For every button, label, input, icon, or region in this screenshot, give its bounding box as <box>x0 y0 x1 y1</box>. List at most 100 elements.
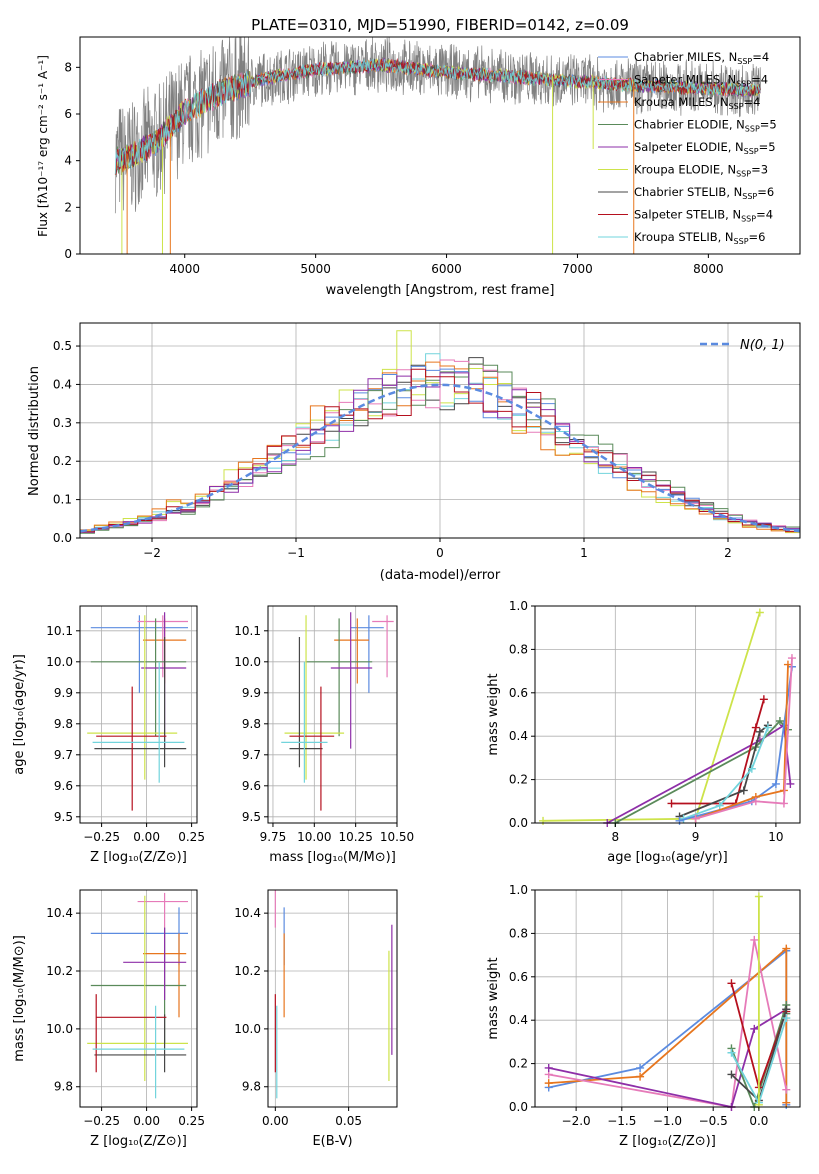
age_vs_mass-y-tick-label: 9.9 <box>242 686 261 700</box>
model-spectrum-salpeter_stelib <box>115 57 761 175</box>
mass_weight_vs_age-y-tick-label: 0.6 <box>509 686 528 700</box>
mass_vs_ebv-frame <box>267 889 398 1108</box>
residual-y-tick-label: 0.0 <box>53 531 72 545</box>
mass_weight_vs_age-marker-kroupa_stelib <box>747 764 756 773</box>
mass_vs_ebv-y-tick-label: 9.8 <box>242 1080 261 1094</box>
residual-x-tick-label: 0 <box>436 546 444 560</box>
mass_weight_vs_age-marker-salpeter_miles <box>787 654 796 663</box>
mass_vs_ebv-panel: 0.00 0.05 9.8 10.0 10.2 10.4 E(B-V) <box>234 889 398 1149</box>
mass_vs_ebv-x-tick-label: 0.00 <box>262 1114 289 1128</box>
mass_weight_vs_Z-marker-salpeter_elodie <box>544 1063 553 1072</box>
spectrum-x-tick-label: 8000 <box>693 262 724 276</box>
mass_weight_vs_age-line-chabrier_stelib <box>679 724 769 818</box>
residual-histogram-kroupa_miles <box>80 361 800 533</box>
mass_weight_vs_age-marker-salpeter_miles <box>779 799 788 808</box>
mass_weight_vs_age-y-tick-label: 0.0 <box>509 816 528 830</box>
mass_weight_vs_Z-marker-kroupa_elodie <box>754 892 763 901</box>
mass_weight_vs_Z-y-tick-label: 0.6 <box>509 970 528 984</box>
mass_weight_vs_age-marker-salpeter_stelib <box>759 695 768 704</box>
mass_vs_ebv-y-tick-label: 10.4 <box>234 906 261 920</box>
mass_weight_vs_age-marker-salpeter_stelib <box>667 799 676 808</box>
mass_weight_vs_age-y-tick-label: 1.0 <box>509 599 528 613</box>
spectrum-y-tick-label: 6 <box>64 107 72 121</box>
residual-y-label: Normed distribution <box>27 366 42 496</box>
residual-legend: N(0, 1) <box>700 338 785 353</box>
age_vs_mass-x-tick-label: 10.25 <box>338 830 372 844</box>
spectrum-panel: PLATE=0310, MJD=51990, FIBERID=0142, z=0… <box>36 16 801 298</box>
residual-y-tick-label: 0.2 <box>53 454 72 468</box>
mass_vs_Z-y-label: mass [log₁₀(M/M⊙)] <box>12 935 27 1062</box>
age_vs_Z-x-tick-label: 0.25 <box>178 830 205 844</box>
spectrum-x-tick-label: 5000 <box>300 262 331 276</box>
mass_weight_vs_Z-panel: −2.0 −1.5 −1.0 −0.5 0.0 0.0 0.2 0.4 0.6 0.8 1.0 Z [… <box>486 883 801 1149</box>
spectrum-y-label: Flux [fλ10⁻¹⁷ erg cm⁻² s⁻¹ A⁻¹] <box>36 55 50 237</box>
mass_weight_vs_age-marker-kroupa_stelib <box>763 723 772 732</box>
age_vs_Z-y-label: age [log₁₀(age/yr)] <box>12 654 27 775</box>
mass_vs_Z-x-tick-label: 0.00 <box>133 1114 160 1128</box>
mass_weight_vs_Z-x-tick-label: −2.0 <box>562 1114 591 1128</box>
age_vs_mass-y-tick-label: 9.6 <box>242 779 261 793</box>
legend-label-chabrier_miles: Chabrier MILES, NSSP=4 <box>634 50 769 66</box>
age_vs_Z-x-label: Z [log₁₀(Z/Z⊙)] <box>90 850 187 865</box>
observed-spectrum <box>114 36 761 214</box>
mass_weight_vs_age-y-tick-label: 0.4 <box>509 729 528 743</box>
residual-histogram-chabrier_miles <box>80 365 800 533</box>
spectrum-frame <box>79 36 801 255</box>
mass_weight_vs_age-y-tick-label: 0.8 <box>509 642 528 656</box>
normal-curve <box>79 383 801 533</box>
age_vs_mass-y-tick-label: 9.7 <box>242 748 261 762</box>
age_vs_Z-y-tick-label: 9.8 <box>54 717 73 731</box>
legend-label-salpeter_miles: Salpeter MILES, NSSP=4 <box>634 73 768 89</box>
mass_weight_vs_age-marker-chabrier_elodie <box>775 717 784 726</box>
age_vs_mass-x-tick-label: 10.50 <box>380 830 414 844</box>
mass_weight_vs_Z-marker-salpeter_stelib <box>727 979 736 988</box>
legend-label-kroupa_stelib: Kroupa STELIB, NSSP=6 <box>634 230 765 246</box>
mass_vs_ebv-y-tick-label: 10.2 <box>234 964 261 978</box>
mass_weight_vs_Z-marker-salpeter_elodie <box>750 1024 759 1033</box>
mass_weight_vs_Z-x-tick-label: 0.0 <box>749 1114 768 1128</box>
residual-histogram-panel: −2 −1 0 1 2 0.0 0.1 0.2 0.3 0.4 0.5 (data-model)/e… <box>27 322 801 583</box>
legend-label-chabrier_elodie: Chabrier ELODIE, NSSP=5 <box>634 118 777 134</box>
mass_weight_vs_Z-marker-salpeter_miles <box>750 935 759 944</box>
mass_weight_vs_age-x-tick-label: 8 <box>611 830 619 844</box>
mass_weight_vs_age-x-label: age [log₁₀(age/yr)] <box>607 850 728 865</box>
residual-x-tick-label: 1 <box>580 546 588 560</box>
mass_weight_vs_age-frame <box>534 605 801 824</box>
mass_weight_vs_age-line-kroupa_miles <box>695 664 789 820</box>
legend-label-chabrier_stelib: Chabrier STELIB, NSSP=6 <box>634 185 774 201</box>
mass_weight_vs_Z-marker-chabrier_miles <box>636 1063 645 1072</box>
age_vs_mass-frame <box>267 605 398 824</box>
residual-x-label: (data-model)/error <box>380 568 501 583</box>
spectrum-y-tick-label: 2 <box>64 200 72 214</box>
mass_vs_Z-frame <box>79 889 198 1108</box>
normal-curve-legend-label: N(0, 1) <box>740 338 785 353</box>
residual-x-tick-label: −2 <box>143 546 161 560</box>
model-spectrum-kroupa_stelib <box>114 58 761 175</box>
mass_weight_vs_Z-marker-kroupa_miles <box>636 1072 645 1081</box>
mass_weight_vs_Z-y-tick-label: 0.4 <box>509 1013 528 1027</box>
mass_weight_vs_Z-x-label: Z [log₁₀(Z/Z⊙)] <box>619 1134 716 1149</box>
mass_weight_vs_Z-marker-kroupa_miles <box>782 1098 791 1107</box>
mass_vs_Z-x-label: Z [log₁₀(Z/Z⊙)] <box>90 1134 187 1149</box>
mass_vs_Z-x-tick-label: −0.25 <box>83 1114 120 1128</box>
mass_weight_vs_age-line-kroupa_elodie <box>542 612 761 822</box>
age_vs_Z-y-tick-label: 9.7 <box>54 748 73 762</box>
age_vs_Z-panel: −0.25 0.00 0.25 9.5 9.6 9.7 9.8 9.9 10.0 10.1 Z [l… <box>12 605 205 865</box>
mass_vs_Z-y-tick-label: 10.4 <box>46 906 73 920</box>
mass_weight_vs_Z-x-tick-label: −1.0 <box>653 1114 682 1128</box>
spectrum-y-tick-label: 0 <box>64 247 72 261</box>
residual-y-tick-label: 0.1 <box>53 493 72 507</box>
mass_weight_vs_age-marker-salpeter_miles <box>691 814 700 823</box>
mass_weight_vs_age-marker-salpeter_miles <box>751 797 760 806</box>
mass_vs_Z-y-tick-label: 10.2 <box>46 964 73 978</box>
residual-y-tick-label: 0.5 <box>53 339 72 353</box>
mass_weight_vs_Z-line-kroupa_miles <box>548 946 788 1103</box>
age_vs_mass-y-tick-label: 10.0 <box>234 655 261 669</box>
residual-histogram-salpeter_elodie <box>80 372 800 533</box>
legend-label-kroupa_miles: Kroupa MILES, NSSP=4 <box>634 95 760 111</box>
mass_weight_vs_age-x-tick-label: 10 <box>768 830 783 844</box>
spectrum-y-tick-label: 4 <box>64 154 72 168</box>
spectrum-x-tick-label: 6000 <box>431 262 462 276</box>
age_vs_Z-x-tick-label: 0.00 <box>133 830 160 844</box>
